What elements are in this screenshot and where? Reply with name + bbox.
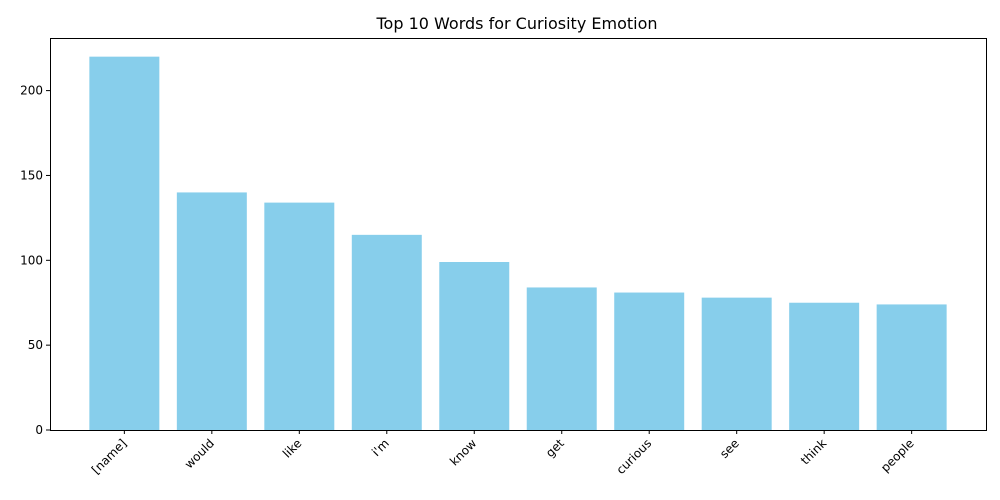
x-tick-label-0: [name] xyxy=(89,436,130,477)
bar-5 xyxy=(526,287,597,430)
bar-2 xyxy=(264,202,335,430)
x-tick-label-7: see xyxy=(717,436,742,461)
bar-6 xyxy=(614,292,685,430)
bar-9 xyxy=(876,304,947,430)
y-tick-label-1: 50 xyxy=(28,338,43,352)
bar-0 xyxy=(89,56,160,431)
x-tick-label-1: would xyxy=(182,436,217,471)
bar-4 xyxy=(439,262,510,430)
x-tick-label-6: curious xyxy=(614,436,655,477)
bars-group xyxy=(89,56,947,431)
x-tick-label-8: think xyxy=(798,436,829,467)
y-tick-label-0: 0 xyxy=(35,423,43,437)
bar-3 xyxy=(351,234,422,430)
x-tick-label-2: like xyxy=(280,436,304,460)
y-tick-label-3: 150 xyxy=(20,168,43,182)
bar-8 xyxy=(789,302,860,430)
x-tick-label-9: people xyxy=(878,436,917,475)
y-tick-label-4: 200 xyxy=(20,84,43,98)
y-axis: 0 50 100 150 200 xyxy=(20,84,50,437)
plot-frame xyxy=(50,38,987,431)
x-tick-label-3: i'm xyxy=(369,436,392,459)
x-tick-label-5: get xyxy=(543,436,567,460)
x-tick-label-4: know xyxy=(447,436,479,468)
x-axis: [name] would like i'm know get curious see think… xyxy=(89,430,917,477)
bar-1 xyxy=(176,192,247,430)
chart-title: Top 10 Words for Curiosity Emotion xyxy=(375,14,657,33)
y-tick-label-2: 100 xyxy=(20,253,43,267)
bar-7 xyxy=(701,297,772,430)
